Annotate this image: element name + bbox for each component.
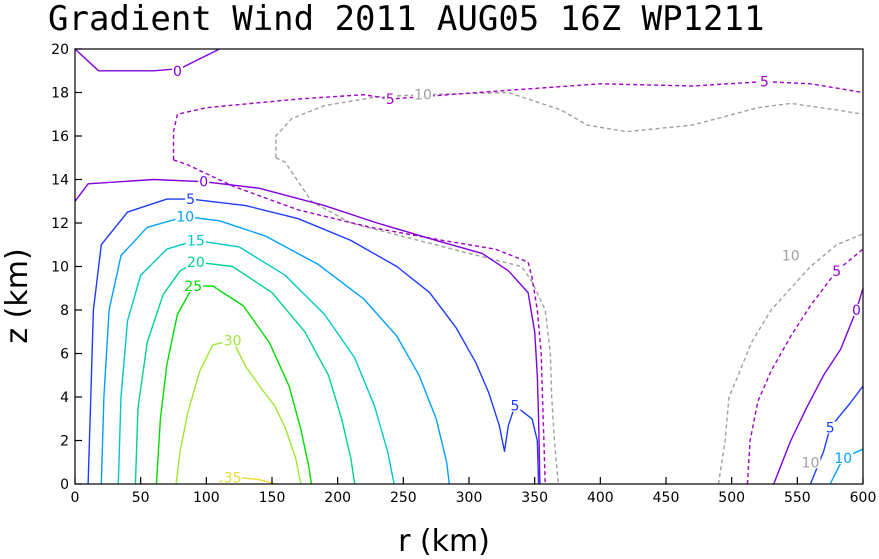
y-tick-label: 18 xyxy=(51,86,69,102)
contour-label-15-0: 15 xyxy=(187,233,205,249)
y-tick-label: 12 xyxy=(51,216,69,232)
y-tick-label: 6 xyxy=(60,347,69,363)
x-axis: 0 50 100 150 200 250 300 350 400 450 500 550 600 xyxy=(71,477,877,506)
x-tick-label: 400 xyxy=(587,490,614,506)
y-tick-label: 4 xyxy=(60,390,69,406)
contour-line-neg5-0 xyxy=(172,80,864,160)
contour-line-20-0 xyxy=(134,261,356,485)
y-axis-label: z (km) xyxy=(0,248,35,343)
y-tick-label: 16 xyxy=(51,129,69,145)
contour-label-30-0: 30 xyxy=(224,333,242,349)
y-axis: 0 2 4 6 8 10 12 14 16 18 20 xyxy=(51,42,82,493)
contour-label-5-2: 5 xyxy=(826,420,835,436)
chart-title: Gradient Wind 2011 AUG05 16Z WP1211 xyxy=(48,0,764,39)
x-tick-label: 250 xyxy=(390,490,417,506)
x-tick-label: 550 xyxy=(784,490,811,506)
x-tick-label: 150 xyxy=(259,490,286,506)
contour-label-35-0: 35 xyxy=(224,470,242,486)
contour-label-neg5-2: 5 xyxy=(832,264,841,280)
contour-label-10-0: 10 xyxy=(176,209,194,225)
x-tick-label: 200 xyxy=(324,490,351,506)
contour-label-neg5-1: 5 xyxy=(760,75,769,91)
x-tick-label: 100 xyxy=(193,490,220,506)
contour-line-neg10-2 xyxy=(717,233,864,485)
y-tick-label: 14 xyxy=(51,173,69,189)
x-tick-label: 0 xyxy=(71,490,80,506)
contour-line-30-0 xyxy=(175,339,302,485)
y-tick-label: 10 xyxy=(51,260,69,276)
contour-label-0-1: 0 xyxy=(199,175,208,191)
x-axis-label: r (km) xyxy=(398,524,490,559)
contour-line-25-0 xyxy=(155,285,313,485)
contour-label-0-2: 0 xyxy=(852,303,861,319)
x-tick-label: 50 xyxy=(132,490,150,506)
y-tick-label: 0 xyxy=(60,477,69,493)
x-tick-label: 600 xyxy=(850,490,877,506)
contour-label-0-0: 0 xyxy=(173,64,182,80)
contour-label-5-1: 5 xyxy=(511,399,520,415)
contour-line-neg5-1 xyxy=(173,159,546,485)
x-tick-label: 500 xyxy=(718,490,745,506)
contour-label-10-1: 10 xyxy=(834,451,852,467)
contour-line-neg5-2 xyxy=(746,248,864,485)
contour-line-neg10-0 xyxy=(275,91,864,158)
contour-line-15-0 xyxy=(117,239,395,485)
x-tick-label: 450 xyxy=(653,490,680,506)
contour-line-0-1 xyxy=(74,178,541,485)
contour-label-neg10-0: 10 xyxy=(414,88,432,104)
contour-label-25-0: 25 xyxy=(184,279,202,295)
contour-line-5-0 xyxy=(87,198,540,485)
contour-line-neg10-1 xyxy=(275,157,559,485)
contour-line-10-0 xyxy=(100,215,450,485)
contour-label-neg10-1: 10 xyxy=(802,455,820,471)
contour-label-5-0: 5 xyxy=(186,192,195,208)
y-tick-label: 20 xyxy=(51,42,69,58)
contour-line-0-0 xyxy=(74,48,220,72)
contour-label-20-0: 20 xyxy=(187,255,205,271)
contour-label-neg5-0: 5 xyxy=(386,92,395,108)
y-tick-label: 2 xyxy=(60,434,69,450)
x-tick-label: 350 xyxy=(521,490,548,506)
y-tick-label: 8 xyxy=(60,303,69,319)
x-tick-label: 300 xyxy=(456,490,483,506)
contour-label-neg10-2: 10 xyxy=(782,249,800,265)
